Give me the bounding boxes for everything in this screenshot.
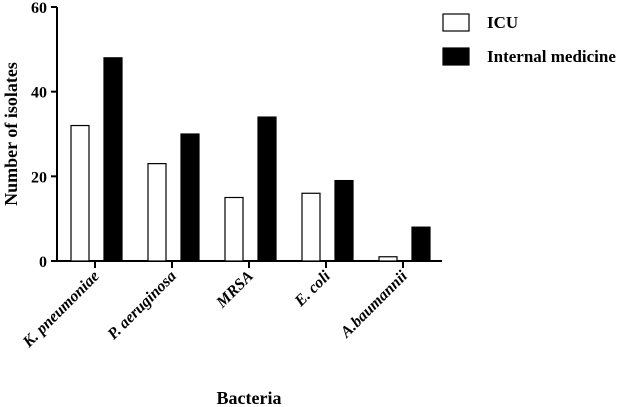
legend-swatch xyxy=(442,13,470,32)
x-ticks xyxy=(94,261,404,268)
y-axis-title: Number of isolates xyxy=(1,62,21,206)
bar-internal-medicine xyxy=(180,133,200,262)
x-tick-label: E. coli xyxy=(291,267,334,310)
bar-internal-medicine xyxy=(411,226,431,262)
x-tick-label: P. aeruginosa xyxy=(104,268,180,344)
x-tick-label: K. pneumoniae xyxy=(19,268,103,352)
y-tick-label: 40 xyxy=(31,85,47,102)
x-tick-label: MRSA xyxy=(213,268,257,312)
legend-label: Internal medicine xyxy=(487,47,616,66)
y-ticks: 0 20 40 60 xyxy=(31,0,57,271)
bar-icu xyxy=(147,163,167,262)
bar-icu xyxy=(301,192,321,262)
bar-internal-medicine xyxy=(103,57,123,262)
bar-internal-medicine xyxy=(257,116,277,262)
legend-label: ICU xyxy=(487,13,518,32)
x-tick-labels: K. pneumoniae P. aeruginosa MRSA E. coli A.b… xyxy=(19,267,411,351)
y-tick-label: 60 xyxy=(31,0,47,17)
bar-icu xyxy=(70,124,90,262)
bar-icu xyxy=(224,196,244,262)
legend: ICU Internal medicine xyxy=(442,13,616,66)
legend-swatch xyxy=(442,47,470,66)
bars xyxy=(70,57,431,262)
y-tick-label: 0 xyxy=(39,254,47,271)
x-tick-label: A.baumannii xyxy=(337,267,411,341)
y-tick-label: 20 xyxy=(31,169,47,186)
x-axis-title: Bacteria xyxy=(217,388,282,407)
bar-icu xyxy=(378,256,398,262)
bar-internal-medicine xyxy=(334,179,354,262)
